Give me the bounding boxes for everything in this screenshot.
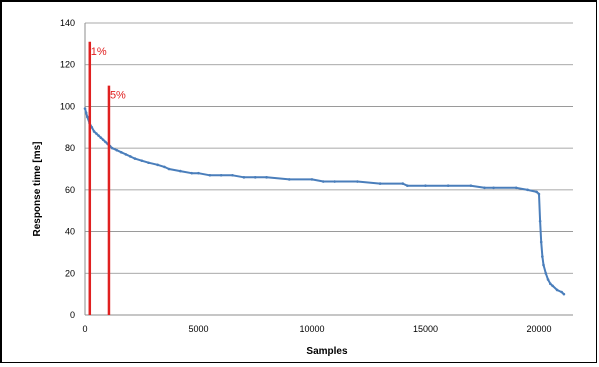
data-point xyxy=(84,111,88,114)
data-point xyxy=(542,263,545,267)
data-point xyxy=(322,180,325,183)
data-point xyxy=(492,186,495,190)
x-tick-label-15000: 15000 xyxy=(413,324,438,334)
data-point xyxy=(133,157,137,160)
data-point xyxy=(147,161,150,165)
data-point xyxy=(514,186,518,190)
data-point xyxy=(110,146,114,150)
x-tick-label-10000: 10000 xyxy=(299,324,324,334)
data-point xyxy=(90,125,94,129)
data-point xyxy=(95,132,98,135)
data-point xyxy=(401,182,405,185)
series-layer xyxy=(83,107,566,296)
data-point xyxy=(265,176,268,179)
data-point xyxy=(378,182,382,185)
y-axis-title: Response time [ms] xyxy=(32,141,43,236)
y-tick-label-80: 80 xyxy=(65,143,75,153)
data-point xyxy=(104,140,107,144)
y-tick-label-120: 120 xyxy=(60,60,75,70)
data-point xyxy=(179,169,182,173)
y-tick-label-100: 100 xyxy=(60,101,75,111)
x-tick-label-20000: 20000 xyxy=(526,324,551,334)
data-point xyxy=(101,138,105,142)
y-tick-label-40: 40 xyxy=(65,227,75,237)
axes xyxy=(84,23,573,316)
marker-label-2: 5% xyxy=(110,90,126,102)
data-point xyxy=(120,151,123,154)
data-point xyxy=(310,178,314,181)
data-point xyxy=(541,255,544,258)
data-point xyxy=(539,240,543,244)
data-point xyxy=(208,173,212,177)
data-point xyxy=(535,190,538,194)
data-point xyxy=(406,184,409,187)
x-tick-label-5000: 5000 xyxy=(188,324,208,334)
x-axis-title: Samples xyxy=(306,346,348,357)
data-point xyxy=(544,271,548,275)
data-point xyxy=(356,180,359,183)
data-point xyxy=(549,282,552,286)
data-point xyxy=(140,159,144,162)
data-point xyxy=(167,167,171,171)
data-point xyxy=(129,155,132,158)
data-point xyxy=(190,171,193,175)
data-point xyxy=(219,173,223,177)
data-point xyxy=(197,171,200,175)
data-point xyxy=(92,130,96,133)
y-tick-label-20: 20 xyxy=(65,268,75,278)
data-point xyxy=(85,115,89,119)
data-point xyxy=(287,178,291,181)
data-point xyxy=(333,180,336,183)
data-point xyxy=(555,288,559,292)
data-point xyxy=(253,176,257,179)
data-point xyxy=(424,184,427,187)
data-point xyxy=(538,219,542,223)
data-point xyxy=(446,184,450,187)
y-tick-label-0: 0 xyxy=(70,310,75,320)
data-point xyxy=(97,134,100,137)
tick-labels: 0 20 40 60 80 100 120 140 0 5000 10000 15000 20000 xyxy=(60,18,552,334)
data-point xyxy=(115,148,119,152)
marker-label-1: 1% xyxy=(91,46,107,58)
x-tick-label-0: 0 xyxy=(82,324,87,334)
y-tick-label-60: 60 xyxy=(65,185,75,195)
marker-layer: 1% 5% xyxy=(88,41,126,315)
data-point xyxy=(469,184,473,187)
data-point xyxy=(231,173,234,177)
gridlines xyxy=(85,22,573,274)
data-point xyxy=(242,176,246,179)
data-point xyxy=(562,292,566,296)
data-point xyxy=(83,107,87,110)
data-point xyxy=(156,163,159,167)
data-point xyxy=(99,136,103,140)
data-point xyxy=(546,278,550,281)
response-time-chart: 1% 5% 0 20 40 60 80 100 120 140 0 5000 10000 15000 20… xyxy=(32,18,573,357)
data-point xyxy=(551,284,554,288)
data-point xyxy=(483,186,486,190)
data-point xyxy=(560,290,563,294)
data-point xyxy=(526,188,529,192)
data-point xyxy=(537,192,541,196)
data-point xyxy=(124,153,128,156)
series-line-0 xyxy=(84,108,565,295)
data-point xyxy=(163,165,166,169)
y-tick-label-140: 140 xyxy=(60,18,75,28)
